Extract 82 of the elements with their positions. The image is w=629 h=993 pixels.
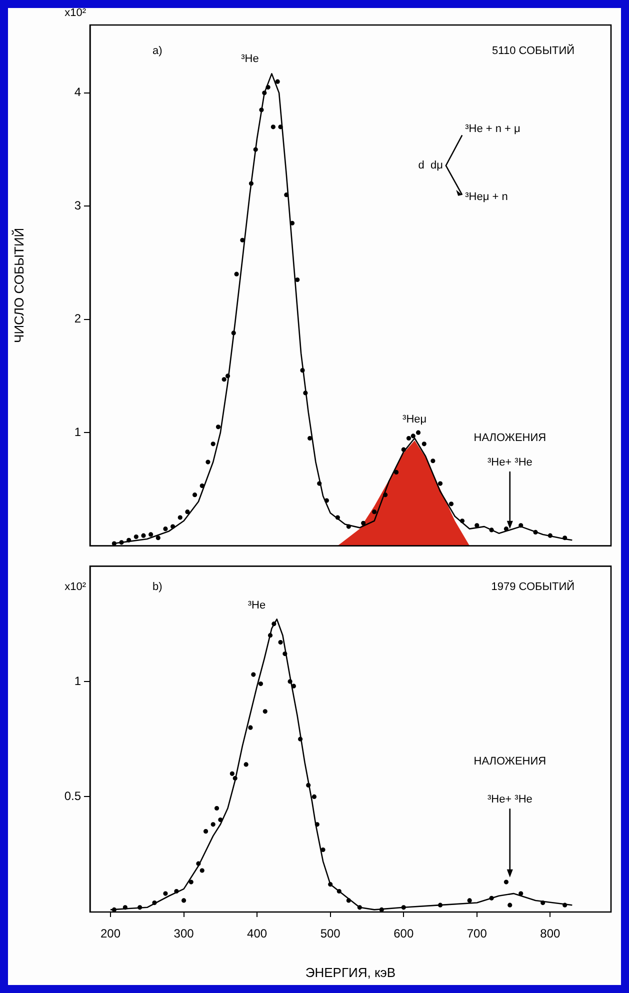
- annotation: ³He: [248, 599, 266, 612]
- point: [210, 442, 216, 446]
- x-tick-label: 800: [540, 926, 561, 941]
- annotation: ³He+ ³He: [487, 794, 532, 806]
- point: [474, 523, 480, 528]
- point: [148, 532, 154, 537]
- point: [240, 238, 245, 242]
- x-tick-label: 200: [100, 926, 121, 941]
- point: [210, 822, 216, 827]
- point: [430, 458, 436, 464]
- point: [141, 533, 146, 538]
- annotation: b): [152, 580, 162, 593]
- y-tick-label: 2: [74, 312, 82, 326]
- y-axis-title: ЧИСЛО СОБЫТИЙ: [11, 228, 26, 343]
- point: [504, 526, 509, 532]
- point: [448, 502, 454, 506]
- annotation: d dμ: [418, 160, 443, 172]
- point: [206, 460, 210, 464]
- point: [234, 272, 239, 276]
- point: [504, 880, 509, 884]
- x-tick-label: 700: [466, 926, 488, 941]
- point: [422, 442, 426, 446]
- point: [438, 481, 443, 486]
- point: [163, 526, 168, 532]
- annotation: 1979 СОБЫТИЙ: [491, 580, 575, 593]
- annotation: ³He + n + μ: [465, 123, 520, 136]
- x-tick-label: 300: [174, 926, 194, 941]
- point: [200, 868, 204, 873]
- annotation: ³Heμ: [402, 413, 427, 426]
- point: [416, 430, 421, 435]
- annotation: 5110 СОБЫТИЙ: [492, 44, 575, 58]
- text: x10²: [64, 580, 86, 593]
- point: [275, 79, 280, 84]
- point: [295, 277, 300, 282]
- point: [200, 483, 204, 488]
- point: [258, 681, 264, 686]
- point: [244, 762, 248, 767]
- point: [134, 534, 138, 540]
- y-tick-label: 3: [74, 198, 82, 212]
- annotation: НАЛОЖЕНИЯ: [474, 756, 546, 768]
- point: [320, 847, 326, 852]
- point: [278, 640, 283, 645]
- y-tick-label: 1: [74, 674, 82, 688]
- point: [230, 771, 234, 776]
- x-tick-label: 500: [320, 926, 341, 941]
- x-tick-label: 400: [247, 926, 268, 941]
- point: [188, 880, 194, 884]
- x-axis-title: ЭНЕРГИЯ, кэВ: [305, 964, 396, 980]
- y-tick-label: 4: [74, 85, 82, 100]
- point: [312, 794, 317, 800]
- point: [518, 891, 524, 896]
- text: x10²: [64, 7, 86, 20]
- point: [251, 672, 256, 677]
- point: [406, 436, 412, 441]
- annotation: НАЛОЖЕНИЯ: [474, 432, 546, 444]
- point: [372, 510, 377, 514]
- point: [410, 434, 416, 438]
- point: [222, 377, 226, 382]
- point: [214, 806, 220, 811]
- point: [308, 436, 312, 441]
- point: [181, 898, 186, 903]
- point: [163, 891, 168, 896]
- point: [156, 536, 160, 540]
- annotation: ³He: [241, 52, 259, 65]
- point: [361, 520, 366, 526]
- x-tick-label: 600: [394, 926, 414, 941]
- point: [262, 709, 268, 714]
- point: [178, 515, 182, 520]
- annotation: a): [152, 45, 162, 58]
- point: [192, 492, 198, 498]
- point: [185, 510, 190, 514]
- annotation: ³Heμ + n: [465, 190, 508, 203]
- point: [203, 829, 208, 834]
- point: [467, 898, 472, 903]
- point: [394, 470, 399, 475]
- point: [216, 424, 221, 430]
- y-tick-label: 0.5: [64, 789, 82, 804]
- y-tick-label: 1: [74, 424, 82, 439]
- point: [508, 902, 512, 908]
- point: [248, 725, 253, 730]
- annotation: ³He+ ³He: [487, 456, 532, 469]
- point: [270, 124, 276, 130]
